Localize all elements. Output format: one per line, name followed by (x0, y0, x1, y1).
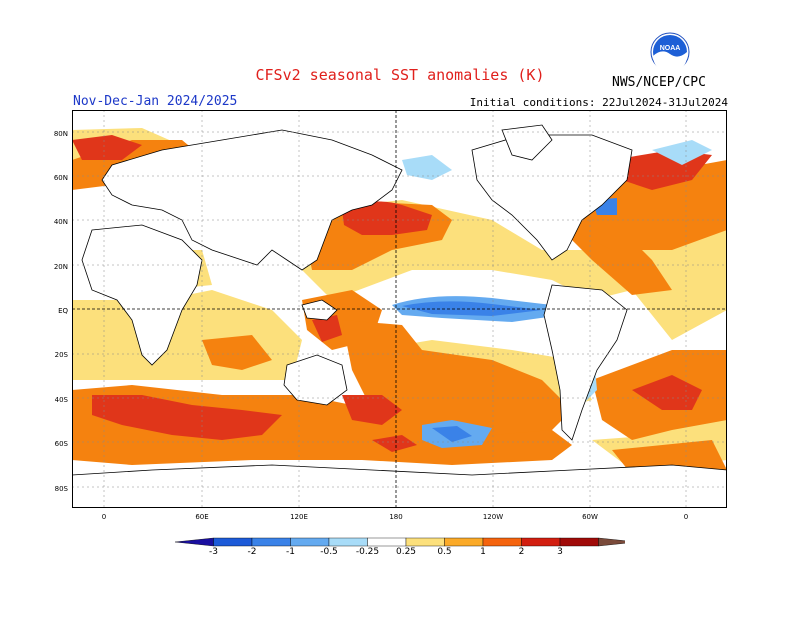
map-gridlines (72, 110, 727, 508)
longitude-label: 0 (683, 513, 689, 521)
colorbar-segment (290, 537, 330, 547)
colorbar-segment (251, 537, 291, 547)
north-america-land (471, 134, 633, 261)
latitude-label: 80S (54, 485, 68, 493)
latitude-label: 60N (53, 174, 68, 182)
colorbar-tick-label: -1 (286, 547, 295, 557)
colorbar-tick-label: 0.25 (395, 547, 417, 557)
colorbar-tick-label: 1 (480, 547, 486, 557)
forecast-period: Nov-Dec-Jan 2024/2025 (73, 94, 238, 109)
colorbar-segment (213, 537, 253, 547)
latitude-label: 60S (54, 440, 68, 448)
colorbar (175, 537, 625, 547)
equator-dateline (72, 110, 727, 508)
greenland-land (501, 124, 553, 161)
initial-conditions: Initial conditions: 22Jul2024-31Jul2024 (469, 96, 728, 109)
maritime-continent-land (301, 299, 338, 321)
longitude-label: 60W (582, 513, 598, 521)
map-title: CFSv2 seasonal SST anomalies (K) (255, 66, 545, 84)
longitude-label: 120E (290, 513, 308, 521)
latitude-label: EQ (58, 307, 68, 315)
antarctica-land (72, 464, 727, 508)
colorbar-tick-label: -0.25 (355, 547, 380, 557)
colorbar-tick-label: 2 (518, 547, 525, 557)
noaa-logo-text: NOAA (660, 45, 681, 52)
colorbar-segment (598, 537, 625, 547)
colorbar-segment (175, 537, 214, 547)
land-masses (72, 124, 727, 508)
latitude-label: 20S (54, 351, 68, 359)
australia-land (283, 354, 348, 406)
eurasia-land (101, 129, 403, 271)
latitude-label: 20N (53, 263, 68, 271)
colorbar-tick-label: -2 (247, 547, 257, 557)
map-frame (72, 110, 727, 508)
longitude-label: 120W (482, 513, 504, 521)
colorbar-tick-label: -3 (209, 547, 218, 557)
colorbar-segment (482, 537, 522, 547)
colorbar-segment (405, 537, 445, 547)
south-america-land (543, 284, 628, 441)
longitude-label: 60E (195, 513, 209, 521)
longitude-label: 180 (389, 513, 403, 521)
colorbar-segment (328, 537, 368, 547)
colorbar-tick-label: -0.5 (320, 547, 338, 557)
colorbar-segment (559, 537, 599, 547)
colorbar-tick-label: 3 (557, 547, 563, 557)
colorbar-segment (367, 537, 407, 547)
latitude-label: 80N (53, 130, 68, 138)
africa-land (81, 224, 203, 366)
colorbar-segment (521, 537, 561, 547)
noaa-logo: NOAA (650, 32, 690, 72)
latitude-label: 40S (54, 396, 68, 404)
colorbar-tick-label: 0.5 (437, 547, 452, 557)
sst-anomaly-map (72, 110, 727, 508)
colorbar-segment (444, 537, 484, 547)
longitude-label: 0 (101, 513, 107, 521)
latitude-label: 40N (53, 218, 68, 226)
agency-label: NWS/NCEP/CPC (612, 75, 706, 90)
